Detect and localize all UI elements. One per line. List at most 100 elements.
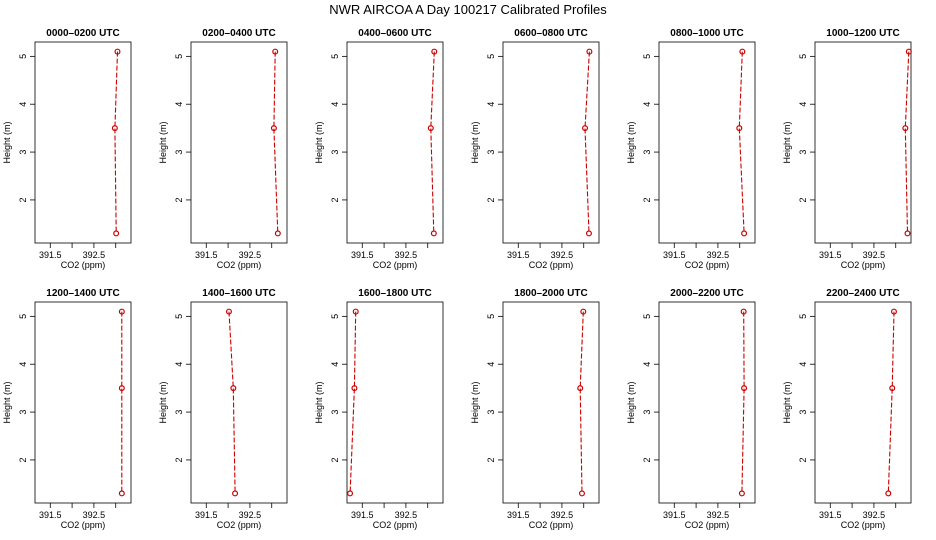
x-tick-label: 391.5 <box>39 510 62 520</box>
panel-title: 1200–1400 UTC <box>46 288 119 299</box>
x-axis-label: CO2 (ppm) <box>529 260 574 270</box>
x-tick-label: 392.5 <box>395 510 418 520</box>
x-tick-label: 392.5 <box>239 510 262 520</box>
data-point <box>111 125 118 132</box>
y-tick-label: 2 <box>330 457 340 462</box>
x-tick-label: 391.5 <box>663 250 686 260</box>
y-tick-label: 2 <box>642 457 652 462</box>
panel-frame <box>502 41 600 244</box>
y-tick-label: 5 <box>798 54 808 59</box>
y-axis-label: Height (m) <box>626 121 636 163</box>
panel-title: 1800–2000 UTC <box>514 288 587 299</box>
y-tick-label: 2 <box>798 197 808 202</box>
y-tick-label: 3 <box>486 150 496 155</box>
y-tick-label: 3 <box>642 410 652 415</box>
profile-line <box>741 311 745 494</box>
x-tick-label: 392.5 <box>707 250 730 260</box>
y-tick-label: 4 <box>330 362 340 367</box>
y-axis-label: Height (m) <box>782 381 792 423</box>
x-axis-label: CO2 (ppm) <box>841 260 886 270</box>
y-tick-label: 4 <box>798 362 808 367</box>
y-tick-label: 4 <box>174 102 184 107</box>
panel-frame <box>814 301 912 504</box>
data-point <box>431 48 438 55</box>
data-point <box>272 48 279 55</box>
data-point <box>585 230 592 237</box>
y-tick-label: 2 <box>18 457 28 462</box>
panel-title: 1600–1800 UTC <box>358 288 431 299</box>
y-tick-label: 3 <box>330 410 340 415</box>
y-axis-label: Height (m) <box>314 121 324 163</box>
x-tick-label: 392.5 <box>395 250 418 260</box>
data-point <box>274 230 281 237</box>
x-axis-label: CO2 (ppm) <box>61 520 106 530</box>
y-tick-label: 2 <box>486 457 496 462</box>
data-point <box>739 48 746 55</box>
y-tick-label: 3 <box>798 150 808 155</box>
y-tick-label: 5 <box>642 54 652 59</box>
data-point <box>902 125 909 132</box>
profile-line <box>579 311 584 494</box>
panel-title: 0600–0800 UTC <box>514 28 587 39</box>
y-tick-label: 3 <box>18 410 28 415</box>
x-tick-label: 392.5 <box>239 250 262 260</box>
data-point <box>118 490 125 497</box>
data-point <box>270 125 277 132</box>
panel-frame <box>658 301 756 504</box>
panel-title: 2000–2200 UTC <box>670 288 743 299</box>
y-tick-label: 4 <box>642 362 652 367</box>
panel-frame <box>190 301 288 504</box>
y-tick-label: 2 <box>486 197 496 202</box>
data-point <box>232 490 239 497</box>
x-tick-label: 391.5 <box>195 250 218 260</box>
profile-line <box>430 51 435 234</box>
panel-frame <box>346 301 444 504</box>
y-tick-label: 2 <box>642 197 652 202</box>
panel-title: 2200–2400 UTC <box>826 288 899 299</box>
data-point <box>351 385 358 392</box>
y-tick-label: 5 <box>18 54 28 59</box>
x-tick-label: 391.5 <box>819 510 842 520</box>
y-axis-label: Height (m) <box>470 381 480 423</box>
y-tick-label: 4 <box>486 102 496 107</box>
data-point <box>114 48 121 55</box>
panel-title: 0400–0600 UTC <box>358 28 431 39</box>
x-tick-label: 391.5 <box>819 250 842 260</box>
y-tick-label: 2 <box>798 457 808 462</box>
panel-frame <box>814 41 912 244</box>
y-tick-label: 5 <box>174 314 184 319</box>
y-tick-label: 4 <box>330 102 340 107</box>
data-point <box>578 490 585 497</box>
y-axis-label: Height (m) <box>158 381 168 423</box>
y-tick-label: 3 <box>174 150 184 155</box>
y-tick-label: 5 <box>174 54 184 59</box>
y-tick-label: 3 <box>642 150 652 155</box>
y-axis-label: Height (m) <box>470 121 480 163</box>
x-axis-label: CO2 (ppm) <box>529 520 574 530</box>
data-point <box>118 308 125 315</box>
x-tick-label: 392.5 <box>551 250 574 260</box>
data-point <box>230 385 237 392</box>
x-axis-label: CO2 (ppm) <box>217 520 262 530</box>
data-point <box>586 48 593 55</box>
x-tick-label: 392.5 <box>551 510 574 520</box>
data-point <box>580 308 587 315</box>
y-tick-label: 5 <box>18 314 28 319</box>
x-tick-label: 392.5 <box>863 510 886 520</box>
profile-line <box>904 51 910 234</box>
x-axis-label: CO2 (ppm) <box>685 260 730 270</box>
panel-title: 0000–0200 UTC <box>46 28 119 39</box>
y-tick-label: 3 <box>18 150 28 155</box>
data-point <box>736 125 743 132</box>
y-tick-label: 5 <box>642 314 652 319</box>
data-point <box>740 308 747 315</box>
